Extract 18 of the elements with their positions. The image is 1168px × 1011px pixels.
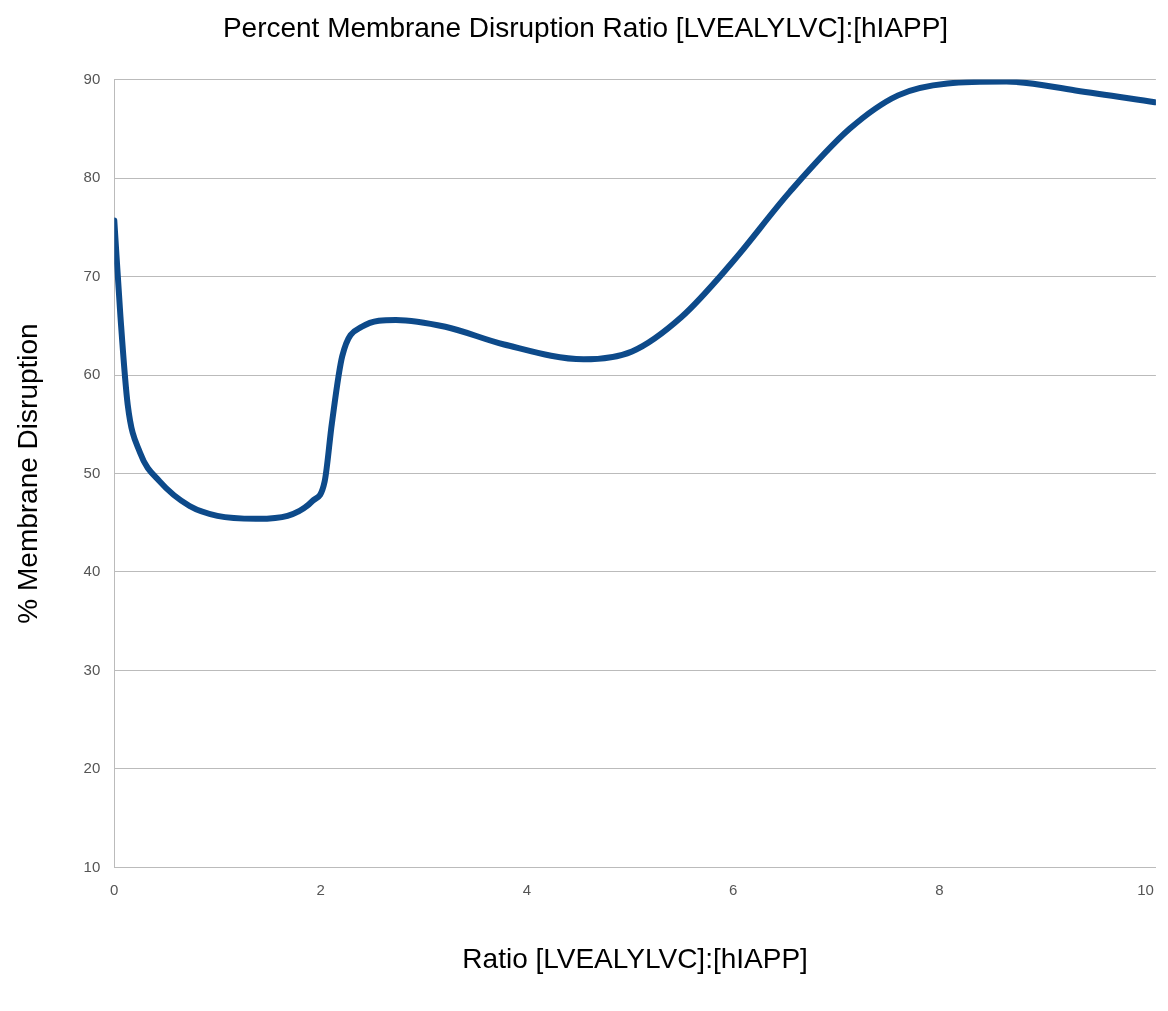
x-tick-label: 8	[935, 880, 944, 898]
y-tick-label: 90	[83, 69, 101, 87]
chart-title: Percent Membrane Disruption Ratio [LVEALYLVC]:[hIAPP]	[222, 11, 949, 43]
y-tick-label: 30	[83, 660, 101, 678]
x-axis-title: Ratio [LVEALYLVC]:[hIAPP]	[462, 942, 808, 974]
y-tick-label: 80	[83, 168, 101, 186]
y-tick-label: 40	[83, 562, 101, 580]
y-tick-label: 10	[83, 857, 101, 875]
y-tick-label: 50	[83, 463, 101, 481]
y-tick-label: 70	[83, 266, 101, 284]
y-axis-title: % Membrane Disruption	[11, 323, 43, 624]
x-tick-label: 0	[110, 880, 119, 898]
x-tick-label: 4	[522, 880, 531, 898]
y-tick-label: 20	[83, 759, 101, 777]
x-tick-label: 10	[1137, 880, 1154, 898]
y-tick-label: 60	[83, 365, 101, 383]
x-tick-label: 2	[316, 880, 325, 898]
x-tick-label: 6	[728, 880, 738, 898]
